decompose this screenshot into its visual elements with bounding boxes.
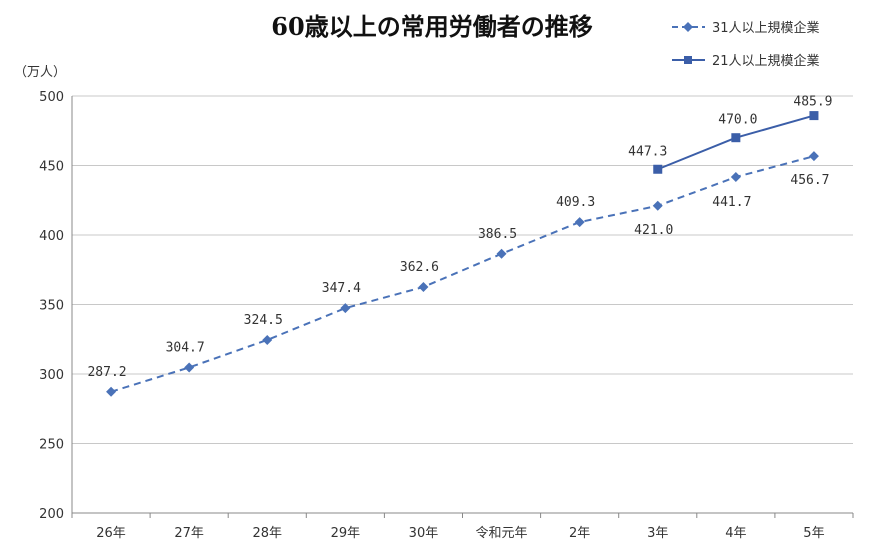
data-label: 347.4 [322,281,361,296]
y-tick-label: 350 [39,299,64,314]
data-label: 441.7 [712,195,751,210]
y-axis-ticks: 200 250 300 350 400 450 500 [39,90,64,522]
data-label: 447.3 [628,144,667,159]
data-point [731,133,741,143]
y-tick-label: 300 [39,368,64,383]
data-label: 456.7 [790,173,829,188]
legend-marker-31-icon [683,22,693,32]
legend-marker-21-icon [684,56,692,64]
data-point [418,281,429,292]
y-tick-label: 200 [39,507,64,522]
data-label: 485.9 [793,95,832,110]
data-point [340,303,351,314]
x-tick-label: 30年 [409,526,439,541]
data-point [262,334,273,345]
x-tick-label: 28年 [252,526,282,541]
data-label: 421.0 [634,223,673,238]
legend-label-21: 21人以上規模企業 [712,53,820,69]
data-point [184,362,195,373]
data-label: 304.7 [166,340,205,355]
x-tick-label: 2年 [569,526,590,541]
x-axis-ticks: 26年 27年 28年 29年 30年 令和元年 2年 3年 4年 5年 [96,526,824,541]
data-point [730,172,741,183]
series-group: 287.2 304.7 324.5 347.4 362.6 386.5 409.3 421.0… [87,95,833,397]
y-tick-label: 500 [39,90,64,105]
legend-label-31: 31人以上規模企業 [712,20,820,36]
x-tick-label: 3年 [647,526,668,541]
y-axis-unit: （万人） [14,65,66,80]
data-label: 324.5 [244,313,283,328]
data-point [809,111,819,121]
y-tick-label: 250 [39,438,64,453]
x-tick-label: 29年 [331,526,361,541]
data-label: 470.0 [718,113,757,128]
data-point [106,386,117,397]
x-tick-label: 4年 [725,526,746,541]
data-label: 386.5 [478,227,517,242]
data-point [808,151,819,162]
x-tick-label: 令和元年 [476,526,528,541]
series-line-1 [110,155,815,393]
y-tick-label: 450 [39,160,64,175]
gridlines [71,95,854,518]
data-point [496,248,507,259]
x-tick-label: 27年 [174,526,204,541]
chart-title: 60歳以上の常用労働者の推移 [271,12,592,41]
legend: 31人以上規模企業 21人以上規模企業 [672,20,820,69]
data-label: 409.3 [556,195,595,210]
data-label: 287.2 [87,365,126,380]
data-point [574,217,585,228]
data-point [652,200,663,211]
y-tick-label: 400 [39,229,64,244]
x-tick-label: 26年 [96,526,126,541]
data-label: 362.6 [400,260,439,275]
x-tick-label: 5年 [803,526,824,541]
data-point [653,164,663,174]
